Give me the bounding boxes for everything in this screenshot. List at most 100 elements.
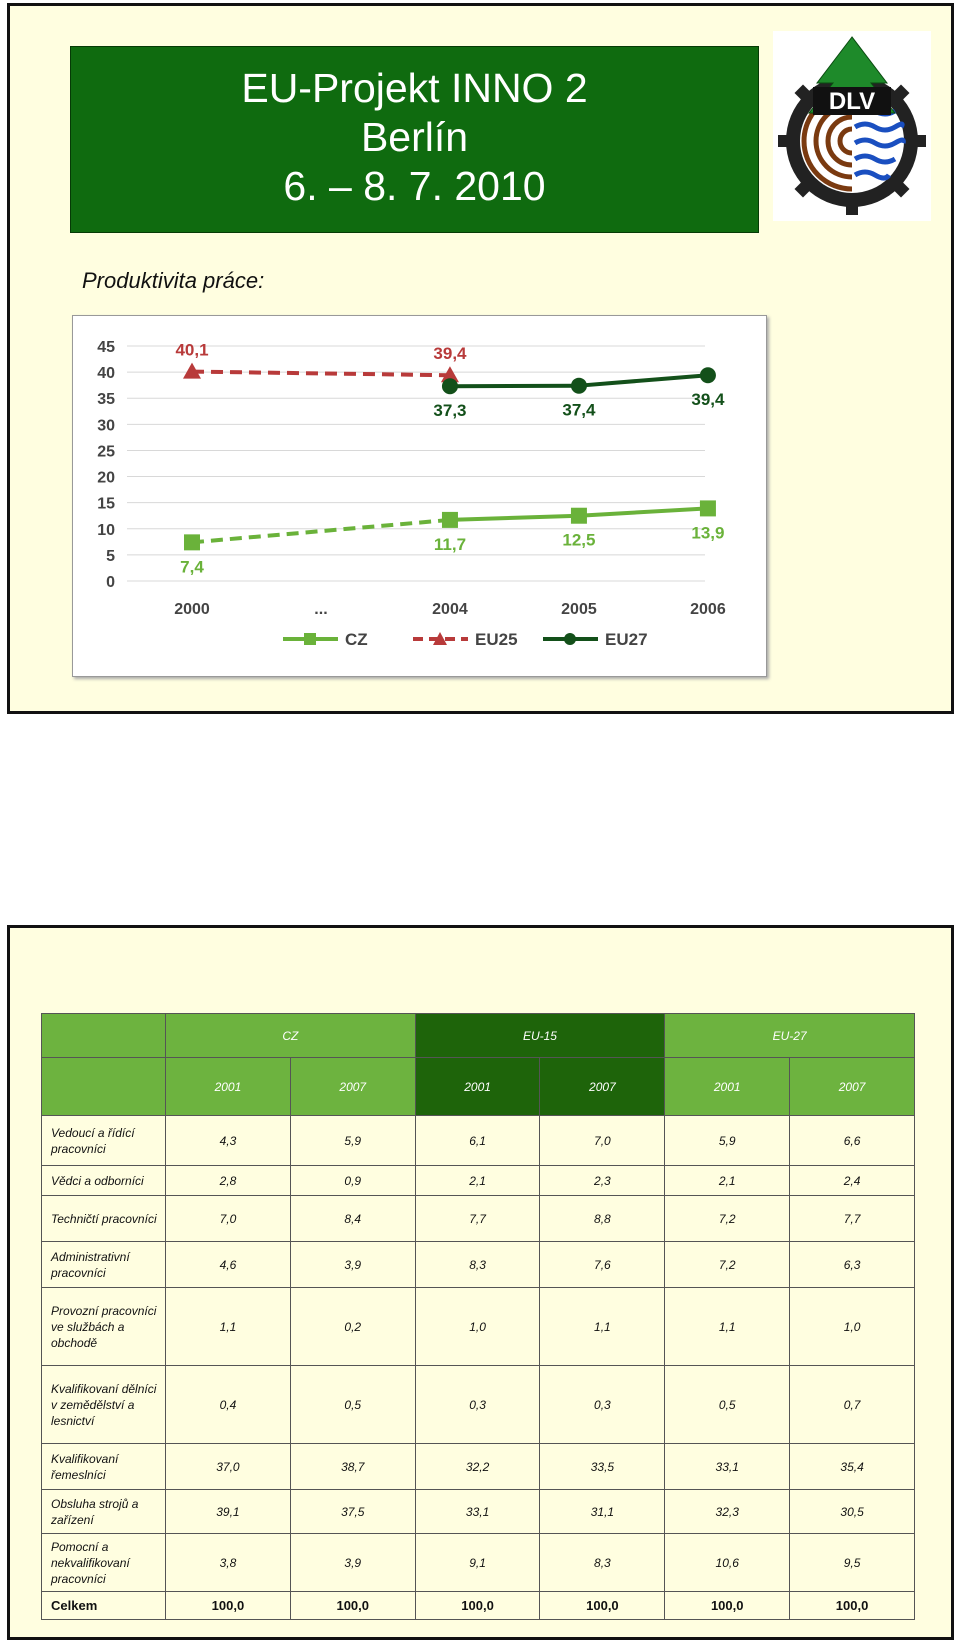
y-tick-label: 0: [106, 574, 115, 591]
table-cell: 0,3: [539, 1365, 666, 1444]
table-cell: 7,6: [539, 1241, 666, 1288]
legend-label: EU25: [475, 630, 518, 649]
chart-frame: 0 5 10 15 20 25 30 35 40 45 2000... 2004 2005 2006 7,4…: [72, 315, 767, 677]
table-cell: 7,2: [664, 1195, 791, 1242]
table-cell: 6,1: [414, 1115, 541, 1166]
table-cell: 7,0: [539, 1115, 666, 1166]
year-header: 2007: [539, 1057, 666, 1116]
series-line-eu27: [449, 383, 579, 389]
table-cell: 2,1: [414, 1165, 541, 1196]
table-cell: 37,5: [289, 1489, 416, 1534]
point-cz: [570, 507, 587, 524]
row-label: Obsluha strojů a zařízení: [41, 1489, 166, 1534]
legend-marker: [304, 633, 316, 645]
table-cell: 32,2: [414, 1443, 541, 1490]
table-row: Vědci a odborníci 2,8 0,9 2,1 2,3 2,1 2,4: [41, 1165, 915, 1196]
logo-text: DLV: [829, 88, 875, 115]
table-cell: 10,6: [664, 1533, 791, 1592]
table-cell: 1,1: [165, 1287, 291, 1366]
table-cell: 0,5: [289, 1365, 416, 1444]
table-cell: 0,9: [289, 1165, 416, 1196]
y-tick-label: 10: [97, 522, 115, 539]
row-label: Vědci a odborníci: [41, 1165, 166, 1196]
data-label: 37,3: [433, 401, 466, 420]
x-tick-label: 2004: [432, 601, 468, 618]
y-tick-label: 5: [106, 548, 115, 565]
corner-cell: [41, 1013, 166, 1058]
table-row: Techničtí pracovníci 7,0 8,4 7,7 8,8 7,2 7,7: [41, 1195, 915, 1242]
title-line-1: EU-Projekt INNO 2: [241, 65, 588, 111]
total-cell: 100,0: [539, 1591, 666, 1620]
year-header: 2001: [165, 1057, 291, 1116]
table-cell: 0,7: [789, 1365, 915, 1444]
table-cell: 5,9: [664, 1115, 791, 1166]
table-row: Administrativní pracovníci 4,6 3,9 8,3 7,6 7,…: [41, 1241, 915, 1288]
group-header-eu27: EU-27: [664, 1013, 915, 1058]
table-cell: 39,1: [165, 1489, 291, 1534]
point-eu27: [699, 367, 716, 384]
total-row: Celkem 100,0 100,0 100,0 100,0 100,0 100,0: [41, 1591, 915, 1620]
point-eu27: [441, 378, 458, 395]
table-cell: 38,7: [289, 1443, 416, 1490]
table-row: Kvalifikovaní řemeslníci 37,0 38,7 32,2 33,5…: [41, 1443, 915, 1490]
title-line-3: 6. – 8. 7. 2010: [283, 163, 546, 209]
x-tick-label: 2006: [690, 601, 726, 618]
point-cz: [699, 500, 716, 517]
table-row: Obsluha strojů a zařízení 39,1 37,5 33,1 31,…: [41, 1489, 915, 1534]
data-label: 11,7: [434, 535, 466, 554]
title-line-2: Berlín: [360, 114, 469, 160]
data-label: 13,9: [691, 523, 724, 542]
point-eu25: [440, 366, 459, 383]
row-label: Pomocní a nekvalifikovaní pracovníci: [41, 1533, 166, 1592]
legend-marker: [564, 633, 576, 645]
point-eu27: [570, 377, 587, 394]
table-cell: 8,3: [414, 1241, 541, 1288]
table-cell: 7,2: [664, 1241, 791, 1288]
group-header-cz: CZ: [165, 1013, 416, 1058]
table-cell: 9,1: [414, 1533, 541, 1592]
table-cell: 3,9: [289, 1241, 416, 1288]
total-cell: 100,0: [289, 1591, 416, 1620]
y-tick-label: 30: [97, 417, 115, 434]
productivity-chart: 0 5 10 15 20 25 30 35 40 45 2000... 2004 2005 2006 7,4…: [97, 339, 726, 649]
data-label: 12,5: [562, 531, 595, 550]
x-tick-label: ...: [314, 601, 327, 618]
table-cell: 1,0: [414, 1287, 541, 1366]
table-cell: 3,9: [289, 1533, 416, 1592]
table-cell: 2,3: [539, 1165, 666, 1196]
table-cell: 4,3: [165, 1115, 291, 1166]
table-cell: 32,3: [664, 1489, 791, 1534]
year-header: 2007: [289, 1057, 416, 1116]
total-cell: 100,0: [165, 1591, 291, 1620]
group-header-row: CZ EU-15 EU-27: [41, 1013, 915, 1058]
point-eu25: [183, 362, 201, 379]
table-cell: 0,4: [165, 1365, 291, 1444]
point-cz: [441, 511, 458, 528]
table-cell: 3,8: [165, 1533, 291, 1592]
data-label: 37,4: [562, 401, 596, 420]
table-cell: 8,4: [289, 1195, 416, 1242]
occupation-table: CZ EU-15 EU-27 2001 2007 2001 2007 2001 …: [41, 1013, 915, 1620]
data-label: 40,1: [175, 341, 208, 360]
row-label: Techničtí pracovníci: [41, 1195, 166, 1242]
table-cell: 8,3: [539, 1533, 666, 1592]
legend-label: EU27: [605, 630, 648, 649]
table-cell: 33,1: [664, 1443, 791, 1490]
table-cell: 35,4: [789, 1443, 915, 1490]
table-cell: 2,1: [664, 1165, 791, 1196]
total-label: Celkem: [41, 1591, 166, 1620]
table-cell: 7,0: [165, 1195, 291, 1242]
table-cell: 8,8: [539, 1195, 666, 1242]
title-box: EU-Projekt INNO 2 Berlín 6. – 8. 7. 2010: [70, 46, 759, 233]
point-cz: [184, 534, 200, 551]
y-tick-label: 15: [97, 496, 115, 513]
table-cell: 0,3: [414, 1365, 541, 1444]
data-label: 39,4: [691, 390, 725, 409]
table-cell: 2,4: [789, 1165, 915, 1196]
table-cell: 0,5: [664, 1365, 791, 1444]
row-label: Kvalifikovaní řemeslníci: [41, 1443, 166, 1490]
year-header-row: 2001 2007 2001 2007 2001 2007: [41, 1057, 915, 1116]
y-tick-label: 25: [97, 443, 115, 460]
corner-cell: [41, 1057, 166, 1116]
year-header: 2001: [414, 1057, 541, 1116]
